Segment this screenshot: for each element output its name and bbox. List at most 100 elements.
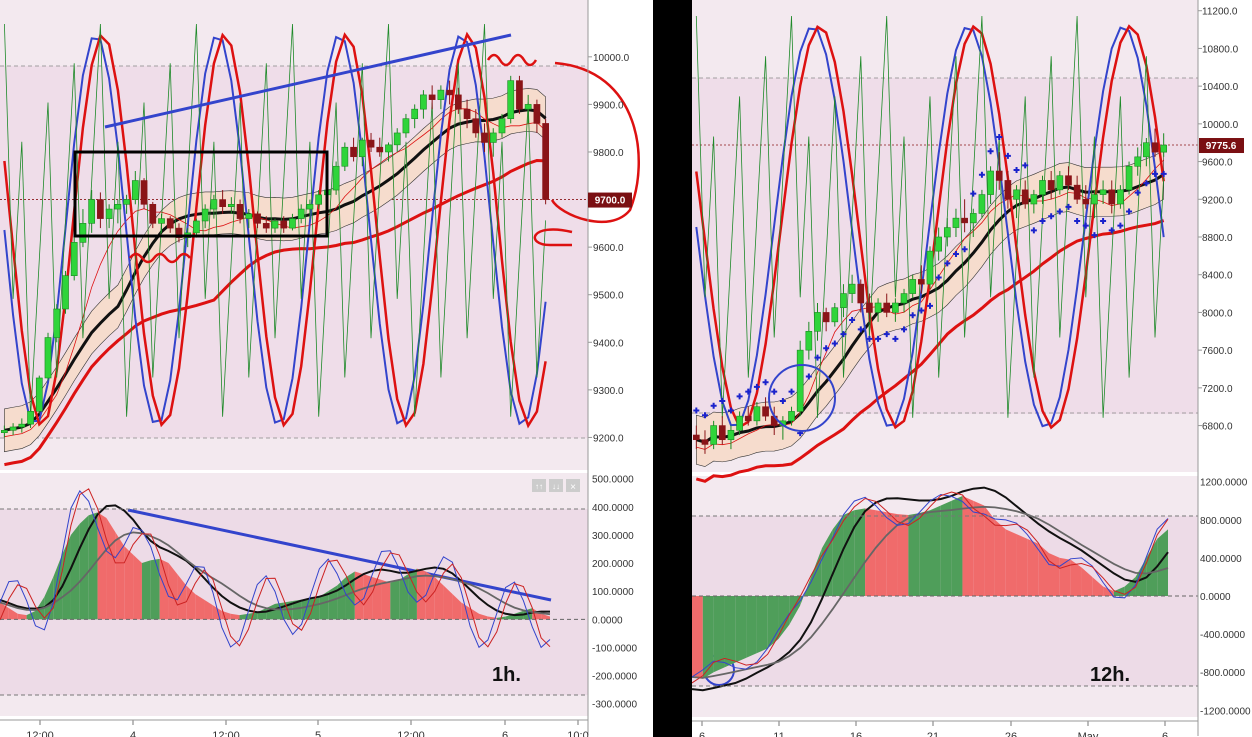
candle-body [516, 80, 523, 110]
psar-marker [866, 335, 873, 342]
candle-body [271, 220, 279, 229]
osc-fast-red [692, 491, 1169, 684]
candle-body [27, 410, 34, 425]
psar-marker [901, 326, 908, 333]
candle-body [533, 104, 541, 124]
candle-body [1013, 189, 1020, 200]
left-timeframe-label: 1h. [492, 664, 521, 686]
osc-histogram-segment [204, 599, 213, 620]
osc-histogram-segment [150, 558, 160, 620]
time-tick-label: 11 [773, 731, 784, 737]
psar-marker [788, 388, 795, 395]
psar-marker [987, 148, 994, 155]
osc-fast-red [0, 488, 551, 648]
osc-histogram-segment [940, 500, 952, 596]
toolbar-down-button[interactable] [549, 479, 563, 492]
osc-histogram-segment [106, 518, 116, 620]
psar-marker [927, 302, 933, 309]
candle-body [420, 94, 427, 110]
psar-marker [1048, 213, 1055, 220]
osc-histogram-segment [789, 596, 801, 625]
candle-body [788, 411, 795, 422]
psar-marker [1134, 189, 1141, 196]
candle-body [332, 165, 340, 191]
candle-body [1073, 184, 1081, 200]
osc-histogram-segment [212, 605, 222, 620]
osc-histogram-segment [897, 514, 909, 596]
consolidation-box [73, 150, 329, 238]
candle-body [236, 204, 244, 219]
psar-marker [1126, 208, 1133, 215]
psar-marker [1056, 208, 1063, 215]
candle-body [306, 204, 314, 210]
candle-body [995, 170, 1003, 181]
osc-histogram-segment [875, 510, 887, 596]
candle-body [1030, 194, 1038, 205]
osc-histogram-segment [746, 596, 757, 658]
price-tick-label: 9200.0 [1202, 195, 1233, 206]
candle-body [857, 283, 865, 304]
osc-histogram-segment [363, 574, 373, 620]
osc-histogram-segment [8, 608, 18, 620]
candle-body [831, 307, 839, 323]
price-tick-label: 9500.0 [593, 291, 624, 302]
osc-histogram-segment [319, 591, 329, 620]
candle-body [1039, 180, 1046, 195]
osc-tick-label: 400.0000 [1200, 554, 1242, 565]
candle-body [814, 312, 821, 332]
osc-tick-label: 0.0000 [1200, 592, 1231, 603]
candle-body [909, 279, 917, 294]
toolbar-up-button[interactable] [532, 479, 546, 492]
candle-body [692, 434, 700, 441]
candle-body [341, 146, 349, 167]
osc-tick-label: 1200.0000 [1200, 478, 1248, 489]
left-chart-1h: 10000.0 9900.0 9800.0 9700.0 9600.0 9500.0 940… [0, 0, 653, 737]
psar-marker [1030, 227, 1037, 234]
candle-body [926, 250, 934, 285]
osc-histogram-segment [310, 596, 320, 620]
price-tick-label: 11200.0 [1202, 7, 1238, 18]
osc-tick-label: -800.0000 [1200, 668, 1245, 679]
candle-body [402, 118, 410, 134]
psar-marker [857, 326, 864, 333]
psar-marker [1108, 227, 1115, 234]
osc-tick-label: 200.0000 [592, 559, 634, 570]
candle-body [254, 213, 261, 224]
time-tick-label: 5 [315, 730, 321, 737]
psar-marker [1117, 222, 1124, 229]
price-tick-label: 10000.0 [593, 53, 630, 64]
psar-marker [710, 402, 717, 409]
osc-histogram-segment [702, 596, 714, 679]
osc-histogram-segment [1070, 559, 1082, 596]
osc-tick-label: 300.0000 [592, 531, 634, 542]
time-tick-label: May [1078, 731, 1099, 737]
osc-histogram-segment [70, 523, 80, 620]
osc-tick-label: -100.0000 [592, 643, 637, 654]
candle-body [123, 199, 130, 205]
osc-histogram-segment [854, 508, 866, 596]
thin-green-line [4, 23, 546, 417]
slow-average-line [695, 219, 1165, 483]
osc-histogram-segment [919, 510, 930, 596]
candle-body [446, 89, 453, 96]
price-tick-label: 9200.0 [593, 433, 624, 444]
right-candles [692, 128, 1168, 454]
toolbar-close-button[interactable] [566, 479, 580, 492]
candle-body [961, 217, 968, 224]
time-tick-label: 12:00 [397, 730, 425, 737]
osc-histogram-segment [951, 496, 963, 596]
candle-body [289, 218, 296, 229]
psar-marker [701, 412, 708, 419]
candle-body [1021, 189, 1029, 205]
candle-body [201, 208, 209, 222]
price-tick-label: 8000.0 [1202, 308, 1233, 319]
candle-body [70, 242, 78, 276]
osc-histogram-segment [984, 505, 995, 596]
psar-marker [944, 260, 951, 267]
psar-marker [918, 307, 925, 314]
price-tick-label: 9600.0 [1202, 158, 1233, 169]
osc-histogram-segment [292, 599, 302, 620]
osc-histogram-segment [97, 512, 107, 620]
psar-marker [1152, 170, 1159, 177]
candle-body [227, 204, 235, 207]
